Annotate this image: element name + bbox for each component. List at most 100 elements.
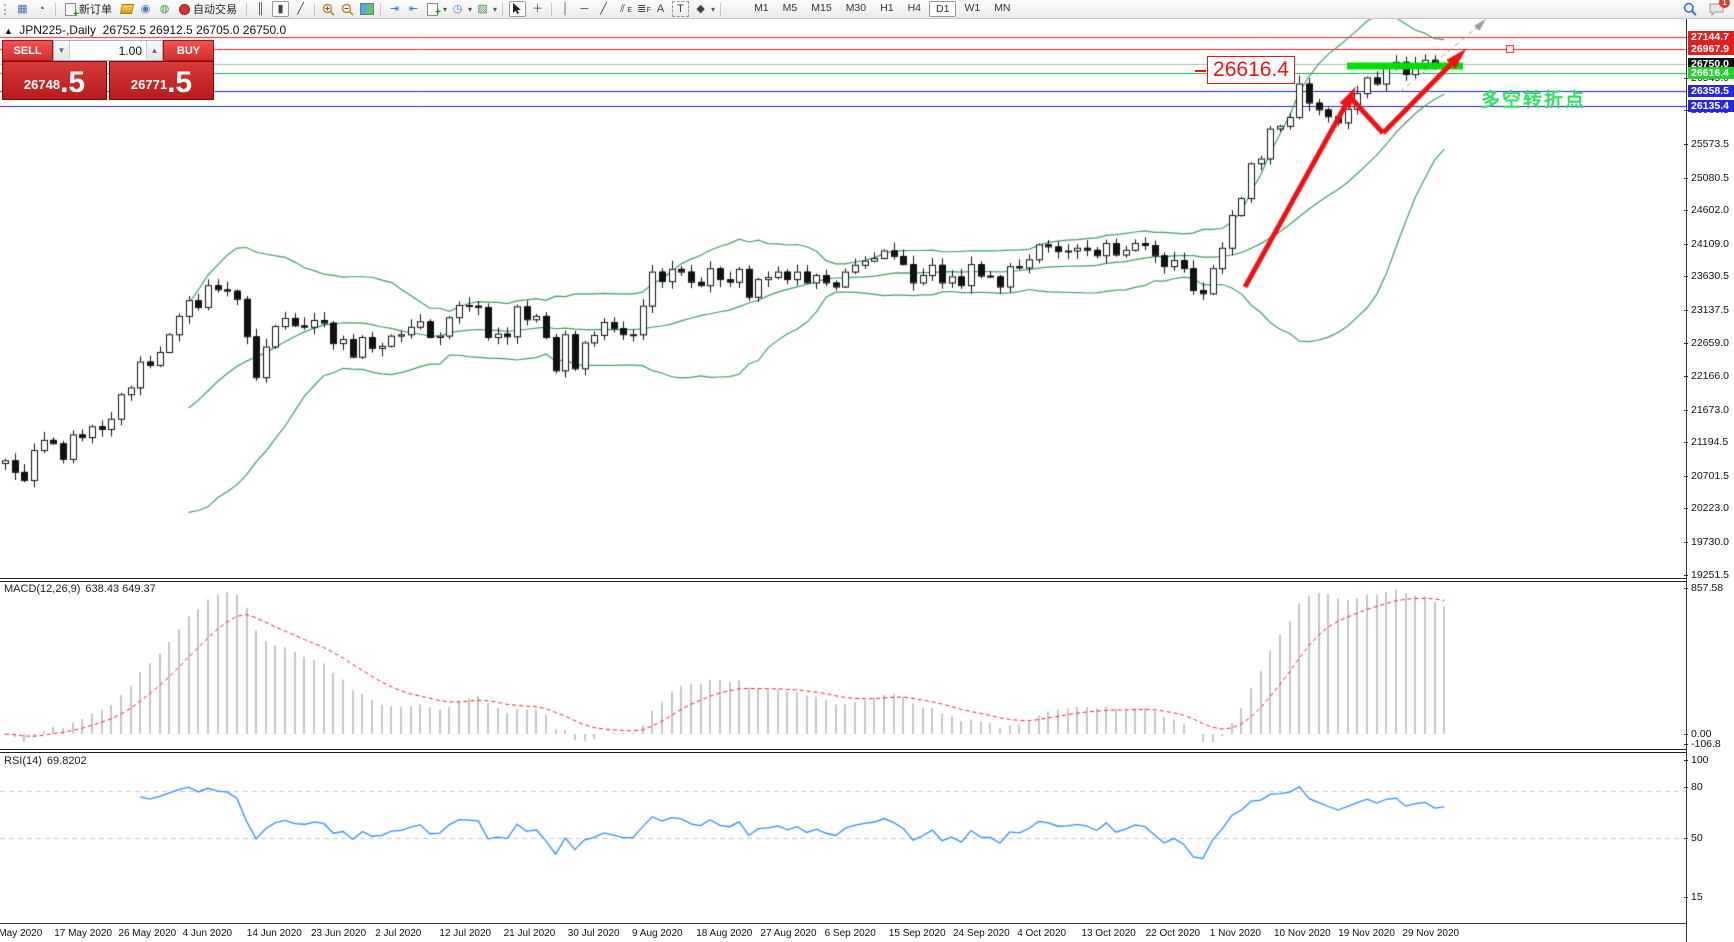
date-label: 4 Oct 2020	[1017, 928, 1067, 939]
one-click-trade-panel: SELL ▼ ▲ BUY 26748.5 26771.5	[2, 40, 214, 101]
autotrade-button[interactable]: 自动交易	[175, 0, 241, 18]
volume-up-button[interactable]: ▲	[146, 41, 162, 60]
trendline-icon[interactable]: ╱	[600, 3, 607, 15]
rsi-pane-separator[interactable]	[0, 749, 1686, 753]
rsi-axis-tick: 100	[1684, 754, 1709, 766]
arrows-tool-icon[interactable]: ◆	[696, 3, 705, 15]
macd-pane-separator[interactable]	[0, 578, 1686, 582]
date-label: 18 Aug 2020	[696, 928, 753, 939]
price-axis-tick: 22659.0	[1684, 336, 1729, 349]
sell-price-display[interactable]: 26748.5	[2, 61, 107, 100]
indicators-icon[interactable]	[425, 2, 441, 20]
timeframe-h4[interactable]: H4	[907, 2, 921, 14]
toolbar-grip	[4, 3, 9, 15]
price-axis[interactable]: 26545.026066.525573.525080.524602.024109…	[1683, 19, 1734, 942]
bar-chart-icon[interactable]: ║	[256, 3, 265, 15]
macd-axis-tick: -106.8	[1684, 738, 1721, 750]
price-level-marker: 26616.4	[1688, 66, 1734, 79]
date-label: 2 Jul 2020	[375, 928, 422, 939]
timeframe-mn[interactable]: MN	[994, 2, 1011, 14]
price-axis-tick: 20223.0	[1684, 502, 1729, 515]
rsi-axis-tick: 50	[1684, 832, 1703, 844]
chat-icon[interactable]: 1	[1709, 0, 1730, 16]
autotrade-label: 自动交易	[193, 4, 237, 16]
timeframe-m15[interactable]: M15	[811, 2, 832, 14]
chart-shift-icon[interactable]: ⇤	[408, 3, 419, 15]
crosshair-icon[interactable]: ＋	[532, 3, 544, 15]
text-label-tool-icon[interactable]: T	[672, 1, 690, 17]
macd-indicator-label: MACD(12,26,9) 638.43 649.37	[4, 583, 156, 595]
price-axis-tick: 22166.0	[1684, 370, 1729, 383]
buy-button[interactable]: BUY	[163, 40, 214, 61]
candlestick-chart-icon[interactable]: ▮	[272, 1, 289, 17]
market-watch-icon[interactable]: ▦	[17, 3, 28, 15]
date-label: 26 May 2020	[118, 928, 177, 939]
tile-windows-icon[interactable]	[359, 2, 374, 16]
auto-scroll-icon[interactable]: ⇥	[389, 3, 400, 15]
turning-point-annotation[interactable]: 多空转折点	[1481, 90, 1587, 111]
rsi-axis-tick: 15	[1684, 891, 1703, 903]
chat-badge: 1	[1719, 0, 1730, 8]
buy-price-display[interactable]: 26771.5	[109, 61, 214, 100]
chart-title: ▲ JPN225-,Daily 26752.5 26912.5 26705.0 …	[4, 23, 286, 37]
date-label: 7 May 2020	[0, 928, 43, 939]
price-axis-tick: 21194.5	[1683, 436, 1729, 449]
sell-button[interactable]: SELL	[2, 40, 53, 61]
new-order-button[interactable]: 新订单	[61, 0, 116, 20]
macd-axis-tick: 857.58	[1683, 582, 1724, 594]
fibonacci-icon[interactable]: ≣ F	[636, 3, 652, 15]
date-label: 30 Jul 2020	[567, 928, 620, 939]
toolbar-separator	[314, 2, 315, 16]
rsi-indicator-label: RSI(14) 69.8202	[4, 755, 87, 767]
equidistant-channel-icon[interactable]: ⫽ E	[620, 3, 633, 15]
data-window-icon[interactable]: ◔	[38, 3, 45, 15]
periods-dropdown-icon[interactable]: ▾	[468, 4, 473, 14]
price-axis-tick: 19730.0	[1684, 536, 1729, 549]
price-level-marker: 26750.0	[1688, 57, 1734, 70]
date-label: 12 Jul 2020	[439, 928, 492, 939]
horizontal-line-icon[interactable]: ─	[580, 3, 589, 15]
volume-down-button[interactable]: ▼	[54, 41, 70, 60]
date-label: 24 Sep 2020	[953, 928, 1010, 939]
timeframe-m30[interactable]: M30	[845, 2, 867, 14]
timeframe-w1[interactable]: W1	[964, 2, 981, 14]
toolbar-separator	[720, 2, 722, 16]
vertical-line-icon[interactable]: │	[562, 3, 569, 15]
periods-icon[interactable]: ◷	[452, 3, 463, 15]
timeframe-m1[interactable]: M1	[754, 2, 769, 14]
date-label: 14 Jun 2020	[246, 928, 302, 939]
price-level-marker: 26135.4	[1688, 99, 1734, 112]
timeframe-d1[interactable]: D1	[929, 1, 957, 17]
price-chart-canvas[interactable]	[0, 0, 1686, 942]
timeframe-h1[interactable]: H1	[880, 2, 894, 14]
date-label: 19 Nov 2020	[1338, 928, 1395, 939]
date-label: 4 Jun 2020	[182, 928, 233, 939]
search-icon[interactable]	[1682, 2, 1697, 16]
volume-input[interactable]	[70, 41, 146, 60]
profile-icon[interactable]: ◉	[140, 3, 151, 15]
ohlc-values: 26752.5 26912.5 26705.0 26750.0	[102, 23, 287, 37]
line-chart-icon[interactable]: ╱	[297, 3, 304, 15]
price-level-marker: 26967.9	[1688, 43, 1734, 55]
timeframe-m5[interactable]: M5	[782, 2, 798, 14]
arrows-dropdown-icon[interactable]: ▾	[711, 4, 716, 14]
date-axis: 7 May 2020 17 May 2020 26 May 2020 4 Jun 20…	[0, 923, 1686, 942]
templates-dropdown-icon[interactable]: ▾	[493, 4, 498, 14]
price-axis-tick: 19251.5	[1684, 568, 1729, 581]
rsi-axis-tick: 80	[1684, 781, 1703, 793]
price-callout-label[interactable]: 26616.4	[1195, 56, 1295, 84]
zoom-in-icon[interactable]	[321, 2, 336, 16]
price-axis-tick: 24109.0	[1684, 237, 1729, 250]
templates-icon[interactable]: ▨	[477, 3, 488, 15]
deposit-icon[interactable]	[119, 2, 134, 16]
date-label: 17 May 2020	[54, 928, 113, 939]
cursor-icon[interactable]	[509, 1, 527, 17]
indicators-dropdown-icon[interactable]: ▾	[443, 4, 448, 14]
text-tool-icon[interactable]: A	[656, 3, 665, 15]
zoom-out-icon[interactable]	[340, 2, 355, 16]
toolbar-separator	[246, 2, 247, 16]
price-axis-tick: 25573.5	[1684, 137, 1729, 150]
date-label: 13 Oct 2020	[1081, 928, 1136, 939]
price-axis-tick: 24602.0	[1684, 204, 1729, 217]
signals-icon[interactable]: ◍	[159, 3, 170, 15]
